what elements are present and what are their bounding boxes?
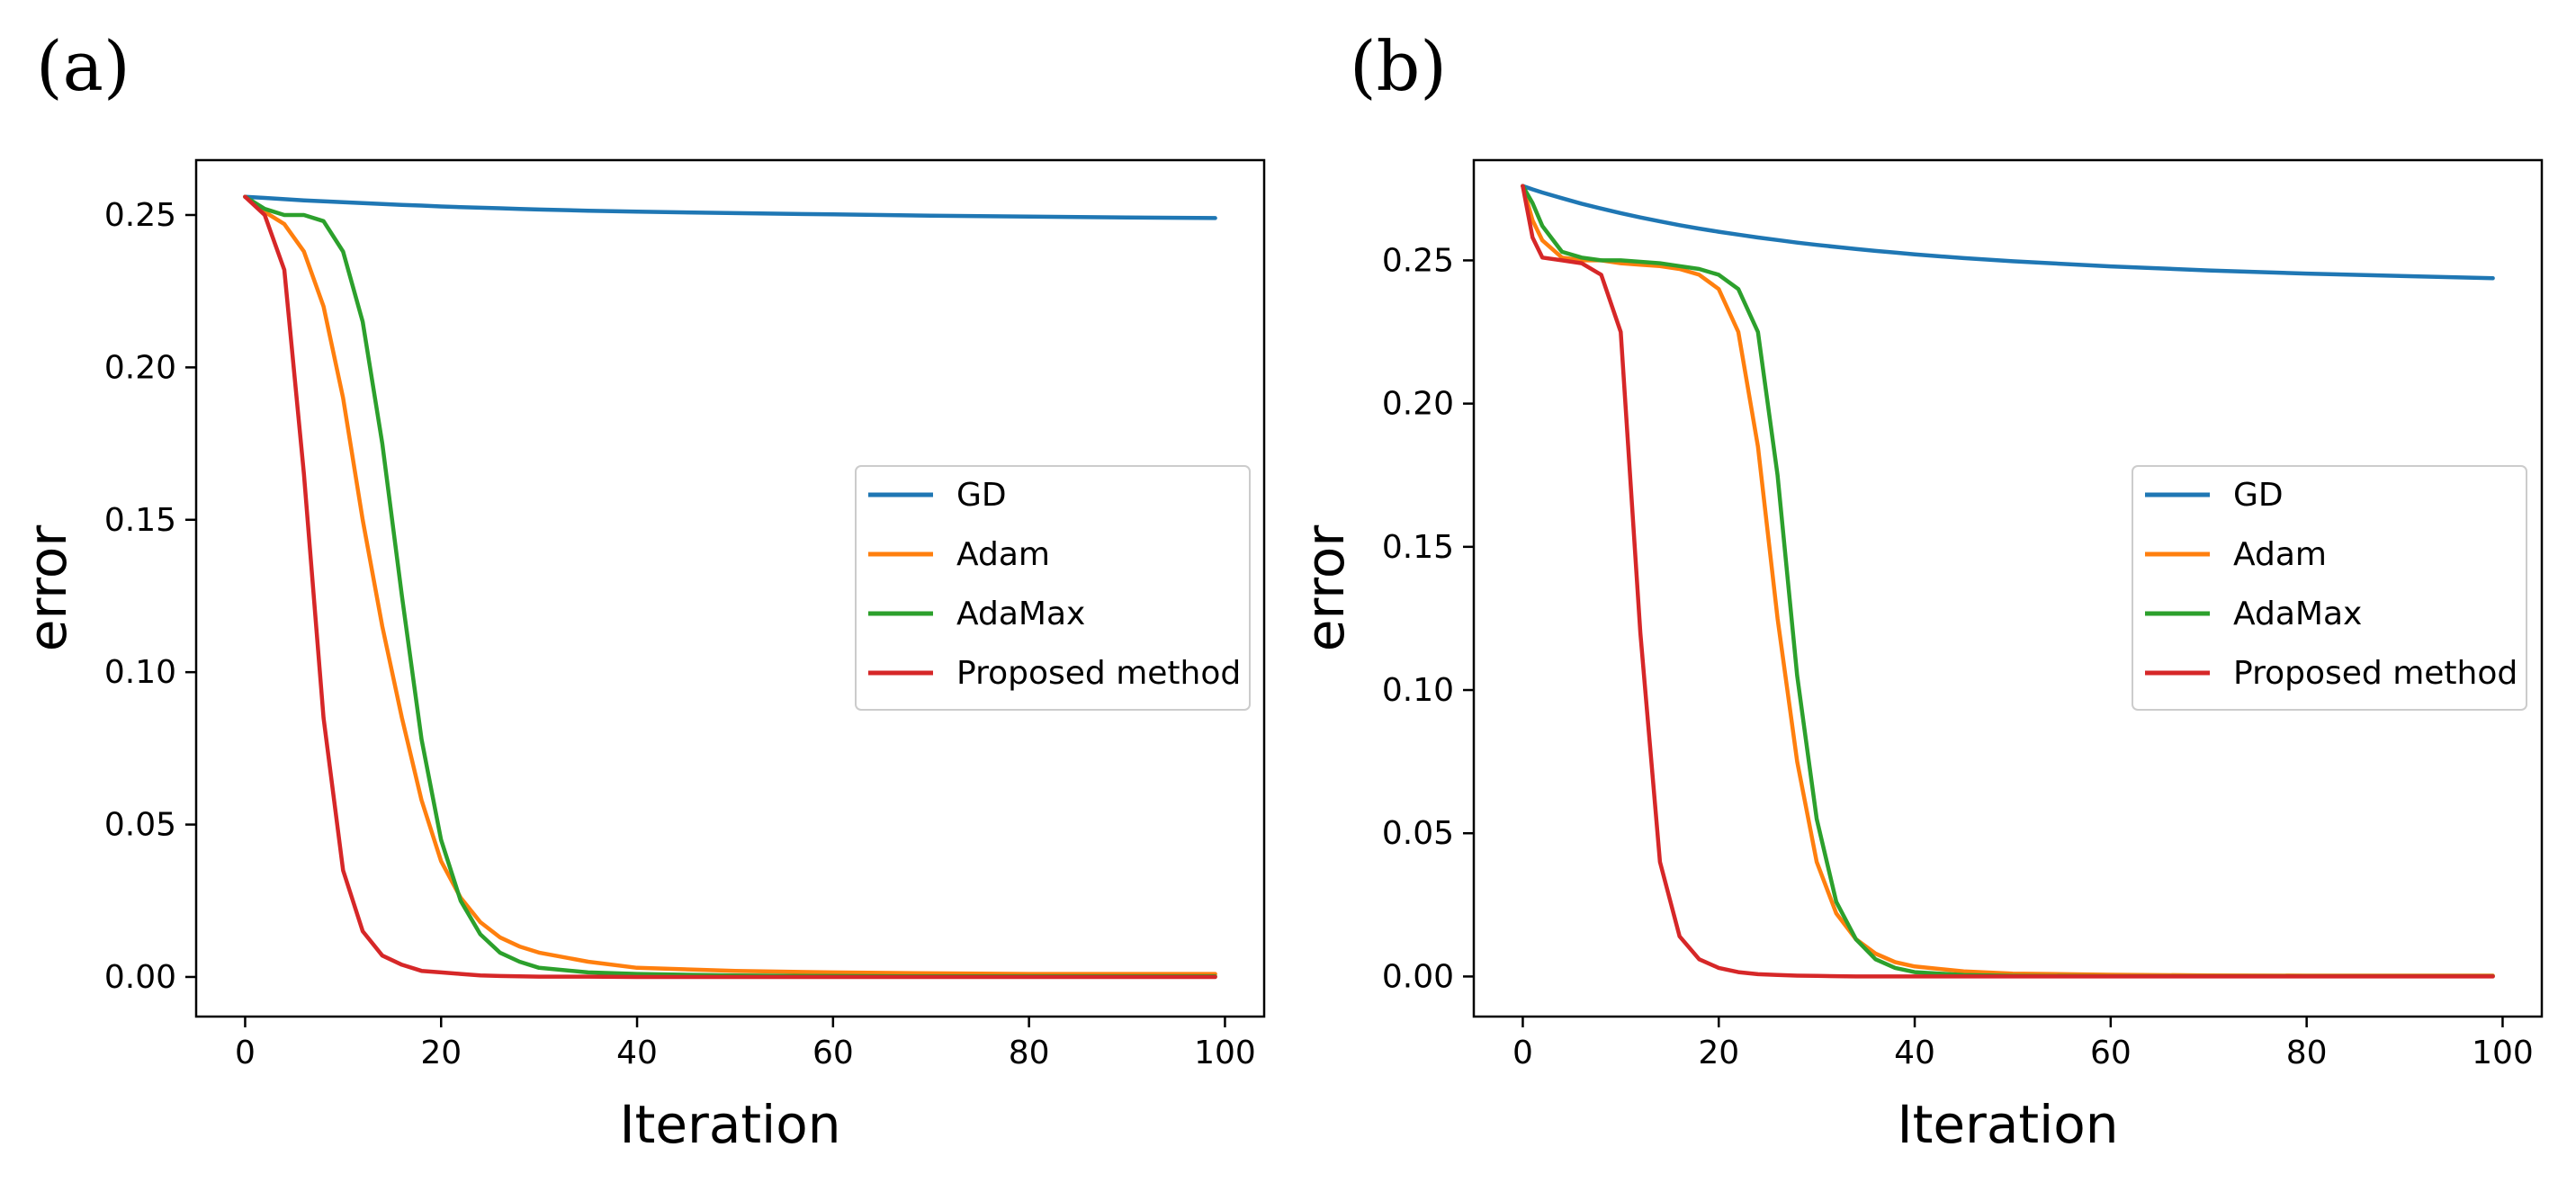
x-tick-label: 40 (616, 1035, 658, 1071)
legend-label-adamax: AdaMax (956, 596, 1085, 632)
x-tick-label: 80 (1009, 1035, 1050, 1071)
y-tick-label: 0.20 (1382, 386, 1454, 423)
y-tick-label: 0.25 (1382, 242, 1454, 279)
series-lines (243, 194, 1217, 980)
y-tick-label: 0.15 (1382, 529, 1454, 566)
x-tick-label: 100 (2472, 1035, 2534, 1071)
y-tick-label: 0.10 (104, 654, 176, 691)
x-tick-label: 60 (2090, 1035, 2132, 1071)
y-tick-label: 0.10 (1382, 672, 1454, 709)
chart-panel-a: (a) 0 20 40 60 80 100 0.00 0.05 0.10 0.15 0.20 0.25 I… (17, 26, 1266, 1155)
legend-box (855, 465, 1251, 711)
panel-label: (b) (1350, 26, 1447, 106)
x-tick-label: 40 (1894, 1035, 1935, 1071)
legend: GD Adam AdaMax Proposed method (855, 465, 1251, 711)
plot-frame (1472, 158, 2544, 1018)
plot-frame (194, 158, 1266, 1018)
chart-panel-b: (b) 0 20 40 60 80 100 0.00 0.05 0.10 0.15 0.20 0.25 I… (1295, 26, 2544, 1155)
legend-label-gd: GD (2233, 477, 2284, 514)
x-axis-title: Iteration (619, 1094, 840, 1155)
y-tick-label: 0.20 (104, 349, 176, 386)
series-line-adam (243, 194, 1217, 976)
x-tick-label: 20 (1698, 1035, 1739, 1071)
x-tick-label: 0 (235, 1035, 256, 1071)
y-tick-label: 0.25 (104, 197, 176, 234)
x-axis-title: Iteration (1897, 1094, 2118, 1155)
legend-box (2132, 465, 2527, 711)
legend-label-adam: Adam (956, 536, 1050, 573)
x-tick-label: 80 (2286, 1035, 2328, 1071)
series-line-proposed-method (243, 194, 1217, 980)
y-tick-label: 0.15 (104, 502, 176, 539)
y-tick-label: 0.05 (104, 807, 176, 844)
x-tick-label: 0 (1512, 1035, 1533, 1071)
y-tick-label: 0.00 (1382, 958, 1454, 995)
y-tick-label: 0.00 (104, 959, 176, 996)
x-tick-label: 100 (1194, 1035, 1256, 1071)
x-tick-label: 20 (420, 1035, 462, 1071)
panel-label: (a) (36, 26, 130, 106)
series-lines (1521, 184, 2495, 979)
legend-label-proposed-method: Proposed method (2233, 655, 2518, 692)
series-line-gd (1521, 184, 2495, 281)
legend-label-proposed-method: Proposed method (956, 655, 1241, 692)
y-axis-title: error (1295, 525, 1356, 652)
legend-label-gd: GD (956, 477, 1007, 514)
y-tick-label: 0.05 (1382, 815, 1454, 852)
legend-label-adam: Adam (2233, 536, 2327, 573)
x-tick-label: 60 (812, 1035, 854, 1071)
series-line-gd (243, 194, 1217, 220)
legend: GD Adam AdaMax Proposed method (2132, 465, 2527, 711)
legend-label-adamax: AdaMax (2233, 596, 2362, 632)
y-axis-title: error (17, 525, 78, 652)
series-line-proposed-method (1521, 184, 2495, 979)
